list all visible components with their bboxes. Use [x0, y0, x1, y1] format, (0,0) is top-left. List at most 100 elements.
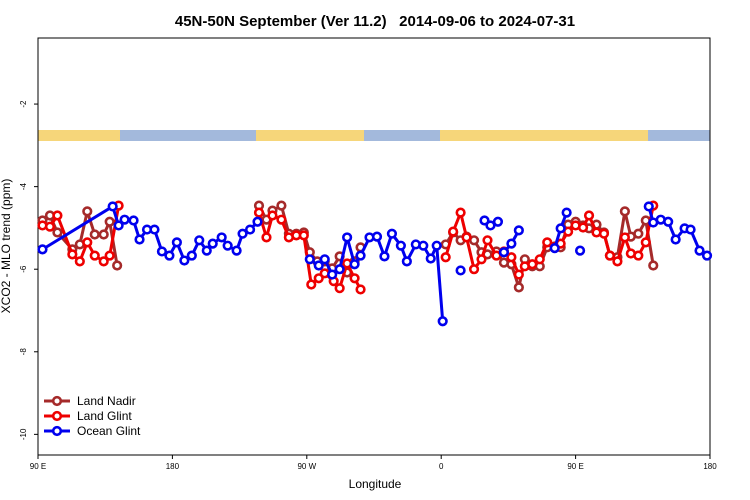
data-point: [37, 244, 48, 255]
data-point: [485, 220, 496, 231]
data-point: [89, 229, 100, 240]
data-point: [619, 206, 630, 217]
data-point: [306, 279, 317, 290]
data-point: [112, 260, 123, 271]
x-tick-label: 180: [703, 462, 717, 471]
data-point: [482, 235, 493, 246]
data-point: [604, 250, 616, 261]
data-point: [640, 237, 651, 248]
data-point: [633, 250, 644, 261]
data-point: [171, 237, 182, 248]
data-point: [437, 316, 448, 327]
data-point: [349, 259, 360, 270]
data-point: [461, 232, 472, 243]
data-point: [52, 227, 63, 238]
data-point: [216, 232, 227, 243]
data-point: [448, 226, 459, 237]
y-tick-label: -8: [19, 348, 28, 356]
data-point: [685, 224, 696, 235]
data-point: [98, 256, 109, 267]
data-point: [104, 250, 115, 261]
data-point: [527, 259, 538, 270]
legend-marker: [51, 395, 63, 407]
data-point: [386, 228, 398, 239]
data-point: [349, 273, 360, 284]
data-point: [104, 216, 115, 227]
data-point: [598, 228, 610, 239]
data-point: [534, 254, 545, 265]
y-tick-label: -10: [19, 428, 28, 440]
data-point: [179, 255, 190, 266]
data-point: [222, 240, 233, 251]
data-point: [267, 210, 278, 221]
data-point: [231, 245, 242, 256]
data-point: [476, 254, 487, 265]
data-point: [334, 264, 345, 275]
map-strip: [38, 130, 710, 141]
data-point: [379, 251, 390, 262]
y-axis-label: XCO2 - MLO trend (ppm): [0, 179, 13, 314]
data-point: [276, 200, 287, 211]
data-point: [334, 283, 345, 294]
data-point: [418, 240, 429, 251]
data-point: [701, 250, 713, 261]
data-point: [355, 250, 366, 261]
data-point: [555, 223, 566, 234]
legend-label: Land Glint: [77, 409, 132, 423]
data-point: [207, 238, 218, 249]
data-point: [498, 247, 510, 258]
data-point: [492, 216, 504, 227]
data-point: [82, 237, 93, 248]
data-point: [577, 222, 589, 233]
legend-label: Ocean Glint: [77, 424, 141, 438]
data-point: [440, 252, 451, 263]
y-tick-label: -6: [19, 265, 28, 273]
data-point: [261, 232, 272, 243]
data-point: [82, 206, 93, 217]
data-point: [313, 260, 324, 271]
data-point: [342, 232, 353, 243]
data-point: [542, 237, 553, 248]
data-point: [156, 246, 168, 257]
data-point: [98, 229, 109, 240]
data-point: [549, 243, 560, 254]
data-point: [107, 201, 118, 212]
data-point: [633, 228, 644, 239]
data-point: [67, 249, 78, 260]
data-point: [694, 245, 705, 256]
data-point: [506, 238, 517, 249]
x-tick-label: 0: [439, 462, 444, 471]
data-point: [253, 207, 265, 218]
data-point: [574, 245, 586, 256]
data-point: [371, 231, 383, 242]
data-point: [455, 265, 466, 276]
data-point: [401, 256, 412, 267]
data-point: [74, 256, 85, 267]
data-point: [327, 269, 338, 280]
data-point: [276, 214, 287, 225]
plot-frame: [37, 37, 711, 456]
data-point: [455, 207, 466, 218]
x-tick-label: 90 E: [567, 462, 583, 471]
data-point: [52, 210, 63, 221]
legend-marker: [51, 410, 63, 422]
data-point: [513, 225, 524, 236]
data-point: [355, 284, 366, 295]
data-point: [113, 220, 124, 231]
data-point: [425, 253, 436, 264]
data-point: [513, 282, 524, 293]
data-point: [194, 235, 205, 246]
y-tick-label: -2: [19, 100, 28, 108]
data-point: [506, 252, 517, 263]
data-point: [119, 214, 130, 225]
data-point: [670, 234, 681, 245]
data-point: [186, 250, 197, 261]
data-point: [89, 250, 100, 261]
data-point: [561, 207, 572, 218]
data-point: [619, 232, 630, 243]
data-point: [252, 216, 263, 227]
data-point: [663, 216, 674, 227]
data-point: [298, 230, 309, 241]
data-point: [648, 260, 659, 271]
